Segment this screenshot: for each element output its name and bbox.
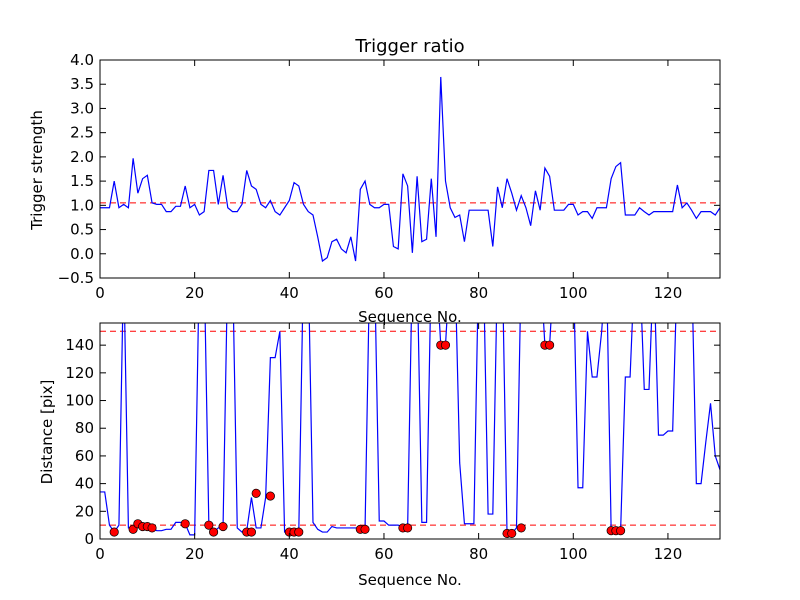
y-axis-label: Distance [pix] <box>38 380 56 485</box>
x-tick-label: 80 <box>469 284 488 302</box>
x-tick-label: 20 <box>185 545 204 563</box>
x-tick-label: 60 <box>374 284 393 302</box>
y-tick-label: 20 <box>75 502 94 520</box>
series-line-0 <box>100 76 720 263</box>
plot-area: 0 20 40 60 80 100 120 −0.5 0.0 0.5 1.0 1.5 2.0 2.5 3.0… <box>58 51 721 302</box>
marker-group <box>109 340 626 539</box>
chart-title: Trigger ratio <box>354 36 464 57</box>
y-tick-label: 0.5 <box>70 221 94 239</box>
x-tick-label: 60 <box>374 545 393 563</box>
plot-frame <box>99 59 721 279</box>
data-point <box>294 527 304 537</box>
x-axis-label: Sequence No. <box>358 308 462 326</box>
x-tick-label: 20 <box>185 284 204 302</box>
data-point <box>204 520 214 530</box>
y-tick-label: 80 <box>75 419 94 437</box>
y-tick-label: 0.0 <box>70 245 94 263</box>
plot-frame <box>99 322 721 540</box>
y-tick-label: 3.0 <box>70 99 94 117</box>
data-point <box>265 491 275 501</box>
data-point <box>251 488 261 498</box>
y-tick-label: 1.5 <box>70 172 94 190</box>
plot-area: 0 20 40 60 80 100 120 0 20 40 60 80 100 120 140 <box>65 322 721 563</box>
y-tick-label: 0 <box>84 530 94 548</box>
x-tick-label: 100 <box>559 545 588 563</box>
x-tick-label: 120 <box>654 545 683 563</box>
data-point <box>440 340 451 350</box>
data-point <box>218 521 228 532</box>
y-tick-label: 2.0 <box>70 148 94 166</box>
x-axis-label: Sequence No. <box>358 571 462 589</box>
data-point <box>209 527 219 537</box>
data-point <box>545 340 555 350</box>
y-tick-label: 60 <box>75 447 94 465</box>
data-point <box>360 524 370 534</box>
trigger-ratio-chart: Trigger ratio Sequence No. Trigger stren… <box>28 36 721 326</box>
y-tick-label: 100 <box>65 392 94 410</box>
data-point <box>516 523 526 533</box>
y-tick-label: 40 <box>75 475 94 493</box>
y-tick-label: 1.0 <box>70 196 94 214</box>
distance-chart: Sequence No. Distance [pix] 0 20 40 60 80 100… <box>38 322 721 589</box>
y-tick-label: −0.5 <box>58 269 94 287</box>
data-point <box>246 527 257 537</box>
y-axis-label: Trigger strength <box>28 110 46 231</box>
x-tick-label: 40 <box>280 284 299 302</box>
x-tick-label: 100 <box>559 284 588 302</box>
data-point <box>180 519 190 529</box>
x-tick-label: 40 <box>280 545 299 563</box>
data-point <box>109 527 119 537</box>
data-point <box>616 526 626 536</box>
y-tick-label: 140 <box>65 336 94 354</box>
x-tick-label: 0 <box>95 545 105 563</box>
data-point <box>147 523 157 533</box>
x-tick-label: 120 <box>654 284 683 302</box>
data-point <box>403 523 413 533</box>
data-point <box>507 528 517 539</box>
y-tick-label: 3.5 <box>70 75 94 93</box>
x-tick-label: 80 <box>469 545 488 563</box>
x-tick-label: 0 <box>95 284 105 302</box>
y-tick-label: 120 <box>65 364 94 382</box>
y-tick-label: 2.5 <box>70 124 94 142</box>
y-tick-label: 4.0 <box>70 51 94 69</box>
